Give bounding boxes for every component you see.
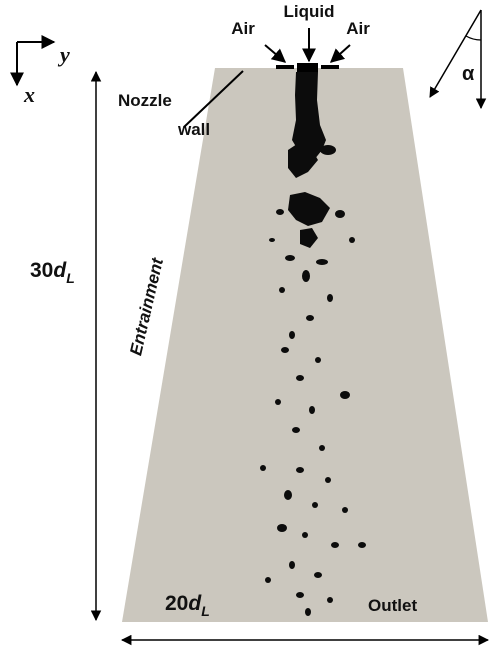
air-label: Air [231, 19, 255, 38]
angle-symbol [430, 10, 481, 108]
outlet-label: Outlet [368, 596, 417, 615]
y-axis-label: y [57, 42, 70, 67]
nozzle-wall-label: Nozzle [118, 91, 172, 110]
entrainment-label: Entrainment [126, 255, 167, 357]
angle-label: α [462, 63, 475, 85]
x-axis-label: x [23, 82, 35, 107]
page: Air Liquid Air Nozzle wall y x α 30dL 20… [0, 0, 491, 650]
coordinate-axes [17, 42, 54, 85]
air-label: Air [346, 19, 370, 38]
nozzle-wall-label: wall [177, 120, 210, 139]
label-part: 20 [165, 592, 188, 615]
label-part: 30 [30, 259, 53, 282]
diagram: Air Liquid Air Nozzle wall y x α 30dL 20… [0, 0, 491, 650]
label-part: L [201, 603, 210, 619]
height-label: 30dL [30, 259, 75, 286]
liquid-label: Liquid [284, 2, 335, 21]
nozzle [265, 28, 350, 72]
label-part: L [66, 270, 75, 286]
